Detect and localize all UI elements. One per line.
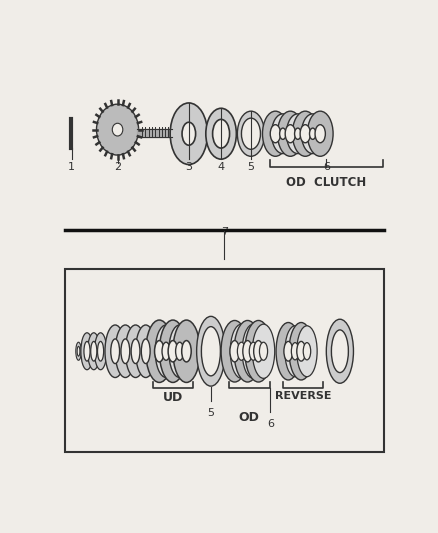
Text: 2: 2 [114,161,121,172]
Ellipse shape [245,320,272,382]
Ellipse shape [286,114,309,154]
Ellipse shape [307,111,333,156]
Ellipse shape [242,324,265,378]
Circle shape [112,123,123,136]
Ellipse shape [155,325,177,377]
Ellipse shape [95,333,107,370]
Ellipse shape [131,339,140,364]
Ellipse shape [230,324,253,378]
Ellipse shape [254,341,263,362]
Ellipse shape [297,342,306,361]
Ellipse shape [230,341,240,362]
Ellipse shape [289,322,314,380]
Ellipse shape [173,320,200,383]
Bar [65,269,384,452]
Text: 4: 4 [218,161,225,172]
Ellipse shape [98,342,104,361]
Ellipse shape [121,339,130,364]
Ellipse shape [300,125,311,143]
Ellipse shape [234,320,261,382]
Ellipse shape [176,342,184,360]
Ellipse shape [277,111,303,156]
Ellipse shape [279,128,286,139]
Ellipse shape [91,342,97,361]
Ellipse shape [301,114,324,154]
Ellipse shape [125,325,146,377]
Ellipse shape [237,111,265,156]
Ellipse shape [310,128,316,139]
Ellipse shape [212,119,230,148]
Ellipse shape [276,322,300,380]
Ellipse shape [155,341,164,362]
Ellipse shape [115,325,135,377]
Ellipse shape [76,342,81,360]
Text: UD: UD [163,391,184,405]
Ellipse shape [303,343,311,360]
Ellipse shape [146,320,173,383]
Text: 6: 6 [323,161,330,172]
Ellipse shape [262,111,288,156]
Text: 6: 6 [267,419,274,429]
Text: OD  CLUTCH: OD CLUTCH [286,175,367,189]
Circle shape [96,104,138,155]
Ellipse shape [291,343,299,360]
Ellipse shape [221,320,248,382]
Ellipse shape [77,346,80,356]
Text: 7: 7 [221,227,228,237]
Ellipse shape [197,317,225,386]
Ellipse shape [105,325,125,377]
Ellipse shape [141,339,150,364]
Ellipse shape [272,114,294,154]
Ellipse shape [111,339,120,364]
Ellipse shape [326,319,353,383]
Ellipse shape [201,327,220,376]
Ellipse shape [169,325,191,377]
Ellipse shape [241,118,261,149]
Ellipse shape [252,324,275,378]
Ellipse shape [284,342,293,361]
Ellipse shape [285,326,305,377]
Ellipse shape [206,108,237,159]
Ellipse shape [243,341,252,362]
Ellipse shape [237,342,246,360]
Ellipse shape [259,342,268,360]
Text: 5: 5 [247,161,254,172]
Text: 1: 1 [68,161,75,172]
Text: 5: 5 [208,408,214,418]
Ellipse shape [285,125,296,143]
Text: OD: OD [239,411,260,424]
Ellipse shape [81,333,93,370]
Ellipse shape [295,128,301,139]
Ellipse shape [84,342,90,361]
Text: 3: 3 [185,161,192,172]
Ellipse shape [249,342,258,360]
Text: REVERSE: REVERSE [275,391,331,401]
Ellipse shape [135,325,156,377]
Ellipse shape [182,341,191,362]
Ellipse shape [170,103,208,165]
Ellipse shape [315,125,325,143]
Ellipse shape [182,122,196,145]
Ellipse shape [88,333,100,370]
Ellipse shape [162,342,170,360]
Ellipse shape [159,320,187,383]
Ellipse shape [297,326,317,377]
Ellipse shape [332,330,348,373]
Ellipse shape [168,341,178,362]
Ellipse shape [293,111,318,156]
Ellipse shape [270,125,281,143]
